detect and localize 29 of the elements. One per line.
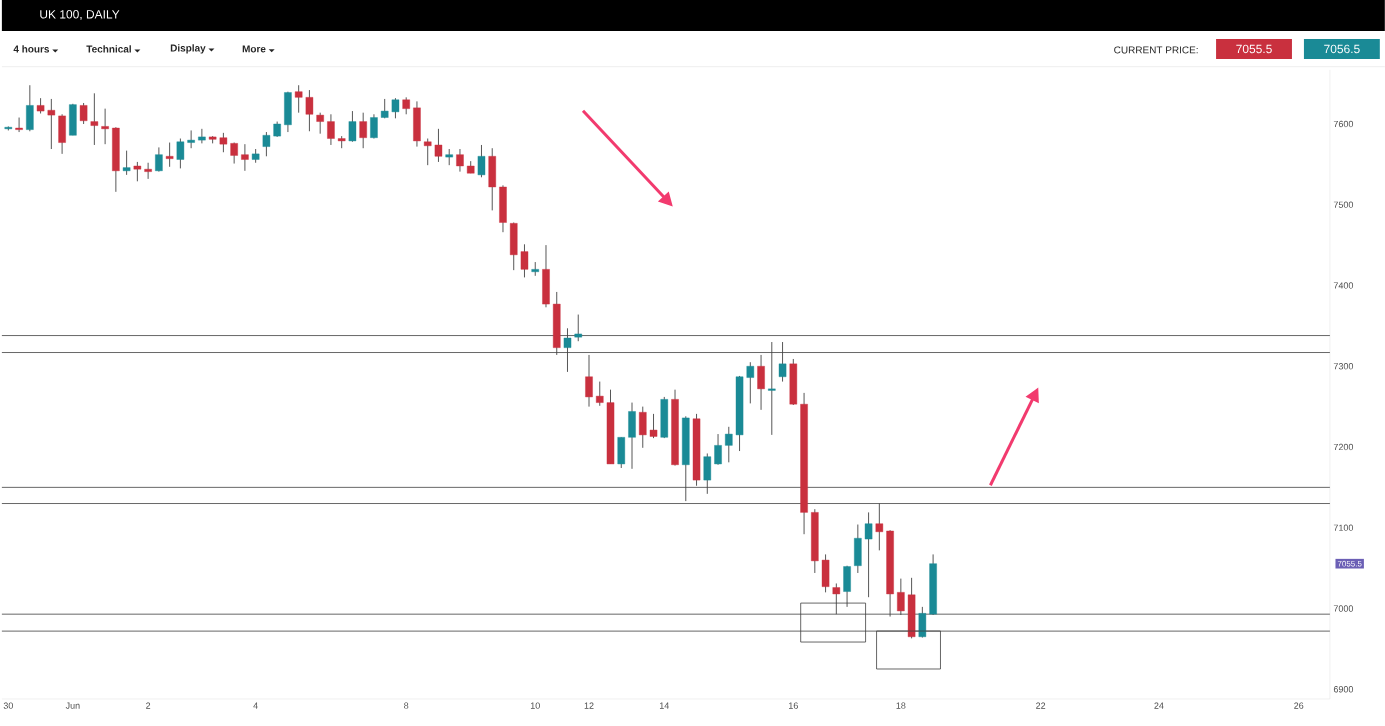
x-tick-label: 10 [530, 702, 540, 709]
text: Technical [86, 45, 131, 53]
x-tick-label: Jun [65, 702, 80, 709]
x-tick-label: 26 [1294, 702, 1304, 709]
x-tick-label: 24 [1154, 702, 1164, 709]
chart-title: UK 100, DAILY [40, 10, 120, 20]
x-tick-label: 2 [146, 702, 151, 709]
x-tick-label: 14 [659, 702, 669, 709]
text: CURRENT PRICE: [1114, 46, 1198, 54]
text: 4 hours [13, 45, 50, 53]
y-tick-label: 7000 [1333, 605, 1354, 612]
y-tick-label: 7200 [1333, 443, 1354, 451]
x-tick-label: 22 [1036, 702, 1046, 709]
y-tick-label: 7100 [1333, 524, 1354, 531]
x-tick-label: 18 [896, 702, 906, 709]
x-tick-label: 12 [584, 702, 594, 709]
text: 7055.5 [1236, 44, 1272, 54]
text: More [242, 45, 266, 53]
y-tick-label: 7300 [1333, 363, 1354, 370]
x-tick-label: 4 [253, 702, 258, 709]
text: Display [170, 44, 206, 54]
y-tick-label: 7400 [1333, 282, 1354, 289]
y-tick-label: 6900 [1333, 686, 1354, 693]
x-tick-label: 30 [3, 702, 13, 709]
y-tick-label: 7500 [1333, 201, 1354, 208]
x-tick-label: 16 [789, 702, 798, 709]
text: 7056.5 [1324, 44, 1360, 54]
y-tick-label: 7600 [1333, 120, 1354, 128]
x-tick-label: 8 [404, 702, 409, 709]
